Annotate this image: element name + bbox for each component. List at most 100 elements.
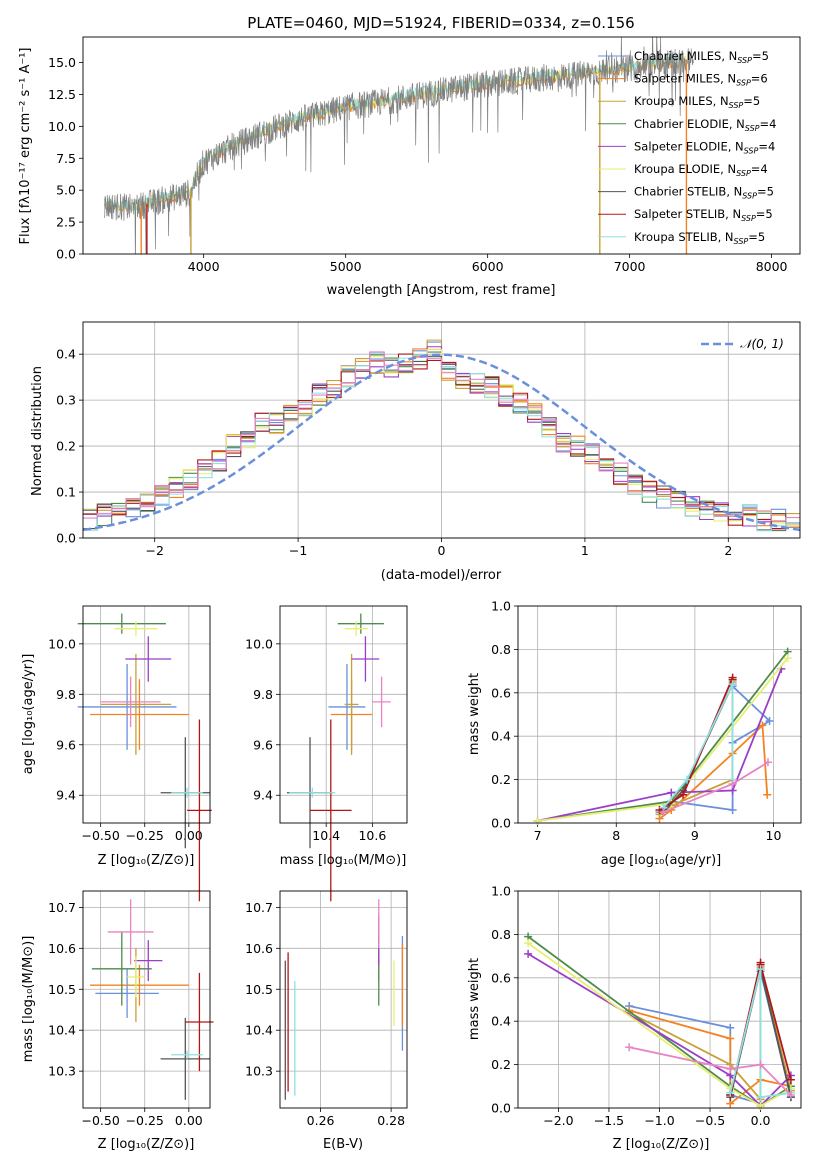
legend-entry: Kroupa MILES, NSSP=5 [634, 94, 760, 110]
mw-z-point-marker [726, 1034, 735, 1043]
mw-z-ytick-label: 1.0 [491, 884, 511, 899]
mass-z-ytick-label: 10.7 [48, 900, 76, 915]
spectrum-ytick-label: 2.5 [56, 215, 76, 230]
mw-age-frame [517, 605, 802, 824]
age-z-xlabel: Z [log₁₀(Z/Z⊙)] [98, 853, 195, 868]
spectrum-panel: 4000 5000 6000 7000 8000 0.0 2.5 5.0 7.5 10.0 12.5… [48, 36, 801, 274]
mw-age-point-marker [758, 721, 767, 730]
mw-age-ytick-label: 1.0 [491, 599, 511, 614]
mass-weight-vs-age-panel: 7 8 9 10 0.0 0.2 0.4 0.6 0.8 1.0 [491, 599, 802, 843]
mw-age-series-line [537, 668, 783, 822]
age-vs-metallicity-panel: −0.50 −0.25 0.00 9.4 9.6 9.8 10.0 [48, 605, 212, 902]
mass-z-xlabel: Z [log₁₀(Z/Z⊙)] [98, 1137, 195, 1152]
mass-z-ytick-label: 10.5 [48, 982, 76, 997]
spectrum-legend: Chabrier MILES, NSSP=5 Salpeter MILES, NS… [598, 49, 776, 246]
legend-entry: Salpeter STELIB, NSSP=5 [634, 207, 773, 223]
mw-z-ytick-label: 0.4 [491, 1014, 511, 1029]
mw-age-point-marker [667, 788, 676, 797]
mw-z-point-marker [786, 1075, 795, 1084]
mw-age-point-marker [728, 805, 737, 814]
spectrum-xtick-label: 5000 [330, 259, 362, 274]
residual-xtick-label: 0 [438, 543, 446, 558]
age-mass-xtick-label: 10.4 [312, 828, 340, 843]
mw-age-point-marker [533, 816, 542, 825]
mw-z-ytick-label: 0.0 [491, 1101, 511, 1116]
legend-entry: Kroupa ELODIE, NSSP=4 [634, 162, 768, 178]
mass-z-ytick-label: 10.4 [48, 1023, 76, 1038]
age-mass-ytick-label: 9.6 [253, 737, 273, 752]
legend-entry: Chabrier ELODIE, NSSP=4 [634, 117, 776, 133]
residual-xtick-label: −2 [145, 543, 163, 558]
age-mass-xtick-label: 10.6 [358, 828, 386, 843]
mass-ebv-xtick-label: 0.26 [307, 1113, 335, 1128]
mw-z-point-marker [756, 1101, 765, 1110]
mw-z-point-marker [524, 949, 533, 958]
age-z-ytick-label: 9.8 [56, 687, 76, 702]
mw-z-xtick-label: −2.0 [543, 1113, 573, 1128]
spectrum-frame [82, 36, 801, 255]
mw-z-ytick-label: 0.6 [491, 970, 511, 985]
residual-histogram [83, 351, 800, 522]
mw-z-frame [517, 890, 802, 1109]
mw-z-series-line [527, 935, 792, 1107]
mw-age-point-marker [659, 808, 668, 817]
mass-vs-metallicity-panel: −0.50 −0.25 0.00 10.3 10.4 10.5 10.6 10.7 [48, 890, 214, 1128]
mw-age-point-marker [679, 790, 688, 799]
mass-ebv-frame [279, 890, 408, 1109]
mw-z-point-marker [726, 1023, 735, 1032]
mw-age-ytick-label: 0.0 [491, 816, 511, 831]
mass-z-xtick-label: 0.00 [175, 1113, 203, 1128]
age-z-ytick-label: 9.4 [56, 788, 76, 803]
residual-xtick-label: 1 [581, 543, 589, 558]
mw-z-series-line [527, 942, 792, 1107]
age-mass-frame [279, 605, 408, 824]
mw-z-point-marker [756, 1093, 765, 1102]
spectrum-title: PLATE=0460, MJD=51924, FIBERID=0334, z=0… [247, 14, 634, 32]
legend-entry: Chabrier MILES, NSSP=5 [634, 49, 769, 65]
mw-age-xlabel: age [log₁₀(age/yr)] [601, 853, 722, 868]
mw-age-series-line [537, 657, 789, 822]
spectrum-xlabel: wavelength [Angstrom, rest frame] [327, 283, 556, 298]
mass-z-xtick-label: −0.50 [81, 1113, 119, 1128]
mw-age-point-marker [728, 680, 737, 689]
residual-ytick-label: 0.0 [56, 531, 76, 546]
age-z-ytick-label: 10.0 [48, 636, 76, 651]
mass-z-ytick-label: 10.6 [48, 941, 76, 956]
gaussian-curve [82, 353, 801, 532]
mass-ebv-ytick-label: 10.4 [245, 1023, 273, 1038]
mw-age-point-marker [728, 779, 737, 788]
mw-age-point-marker [683, 775, 692, 784]
residual-frame [82, 321, 801, 539]
spectrum-ytick-label: 0.0 [56, 247, 76, 262]
legend-entry: Salpeter ELODIE, NSSP=4 [634, 139, 775, 155]
age-vs-mass-panel: 10.4 10.6 9.4 9.6 9.8 10.0 [245, 605, 408, 902]
mw-z-xtick-label: −0.5 [695, 1113, 725, 1128]
mass-z-ylabel: mass [log₁₀(M/M⊙)] [21, 936, 36, 1063]
mass-ebv-ytick-label: 10.7 [245, 900, 273, 915]
age-z-ylabel: age [log₁₀(age/yr)] [21, 654, 36, 775]
mass-vs-extinction-panel: 0.26 0.28 10.3 10.4 10.5 10.6 10.7 [245, 890, 408, 1128]
mw-age-ytick-label: 0.6 [491, 685, 511, 700]
mw-z-ytick-label: 0.8 [491, 927, 511, 942]
mw-age-ytick-label: 0.2 [491, 772, 511, 787]
spectrum-xtick-label: 6000 [472, 259, 504, 274]
mw-age-xtick-label: 10 [766, 828, 782, 843]
residual-ytick-label: 0.4 [56, 347, 76, 362]
mass-z-xtick-label: −0.25 [126, 1113, 164, 1128]
observed-spectrum [103, 37, 694, 254]
mass-ebv-xtick-label: 0.28 [377, 1113, 405, 1128]
age-z-frame [82, 605, 211, 824]
mass-ebv-xlabel: E(B-V) [323, 1137, 363, 1152]
legend-entry: Kroupa STELIB, NSSP=5 [634, 230, 765, 246]
residual-xlabel: (data-model)/error [381, 568, 502, 583]
spectrum-ytick-label: 5.0 [56, 183, 76, 198]
residual-ylabel: Normed distribution [30, 366, 45, 496]
mw-age-point-marker [765, 717, 774, 726]
mw-z-point-marker [786, 1090, 795, 1099]
gauss-legend-label: 𝒩(0, 1) [740, 337, 784, 351]
mw-age-xtick-label: 7 [534, 828, 542, 843]
mw-age-ytick-label: 0.8 [491, 642, 511, 657]
mw-age-ytick-label: 0.4 [491, 729, 511, 744]
residual-ytick-label: 0.1 [56, 485, 76, 500]
